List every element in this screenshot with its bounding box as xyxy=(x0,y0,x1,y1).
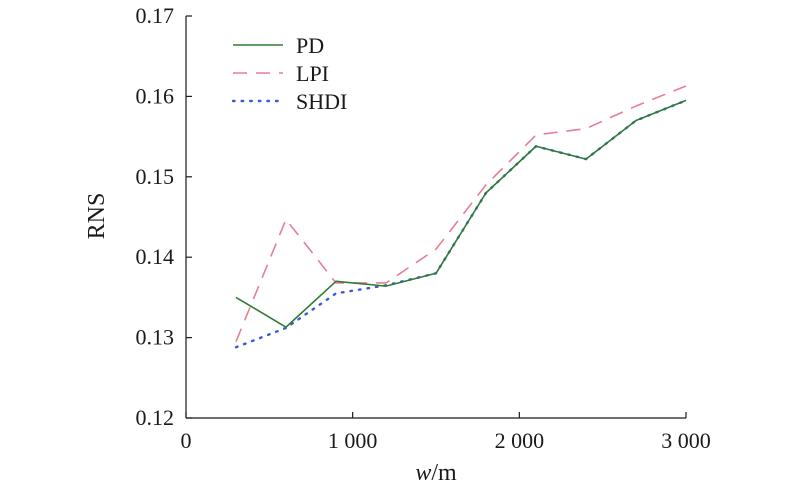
axes: 0.12 0.13 0.14 0.15 0.16 0.17 0 1 000 2 000 3 000 xyxy=(136,3,711,453)
y-tick-label: 0.17 xyxy=(136,3,175,28)
y-tick-label: 0.16 xyxy=(136,83,175,108)
y-axis-title: RNS xyxy=(84,193,110,240)
series-group xyxy=(234,85,688,349)
series-line-lpi xyxy=(235,85,687,342)
x-axis-title-variable: w xyxy=(415,460,431,486)
y-tick-label: 0.14 xyxy=(136,244,175,269)
series-line-pd xyxy=(235,99,687,328)
y-tick-label: 0.12 xyxy=(136,405,175,430)
legend-label-pd: PD xyxy=(296,33,324,58)
legend-label-shdi: SHDI xyxy=(296,89,347,114)
x-tick-label: 2 000 xyxy=(495,428,545,453)
legend: PD LPI SHDI xyxy=(231,33,347,114)
x-tick-label: 1 000 xyxy=(328,428,378,453)
x-tick-label: 3 000 xyxy=(661,428,711,453)
x-axis-title-unit: /m xyxy=(431,460,457,486)
y-tick-label: 0.15 xyxy=(136,164,175,189)
x-axis-title: w/m xyxy=(415,460,457,486)
y-tick-label: 0.13 xyxy=(136,325,175,350)
x-tick-label: 0 xyxy=(181,428,192,453)
legend-label-lpi: LPI xyxy=(296,61,329,86)
